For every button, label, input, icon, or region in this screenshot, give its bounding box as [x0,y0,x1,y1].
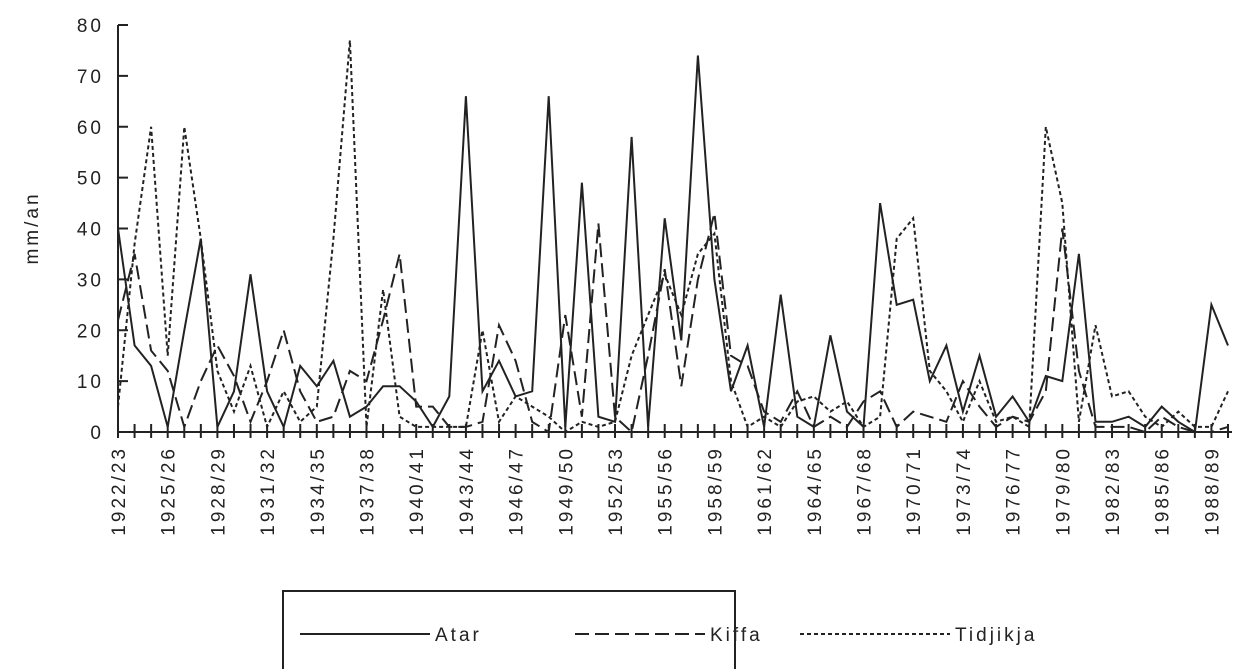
y-tick-label: 20 [77,321,104,342]
x-tick-label: 1925/26 [159,446,180,536]
legend: Atar Kiffa Tidjikja [282,590,1037,669]
x-tick-label: 1970/71 [904,446,925,536]
series-line [117,212,1229,434]
x-tick-label: 1958/59 [705,446,726,536]
y-axis-label: mm/an [22,191,43,264]
series-line [117,40,1229,434]
y-tick-label: 30 [77,270,104,291]
x-tick-label: 1961/62 [755,446,776,536]
legend-box [282,590,736,669]
x-tick-label: 1979/80 [1053,446,1074,536]
x-tick-label: 1988/89 [1202,446,1223,536]
x-tick-label: 1967/68 [855,446,876,536]
x-tick-label: 1934/35 [308,446,329,536]
x-tick-label: 1985/86 [1153,446,1174,536]
y-tick-label: 0 [90,423,104,444]
y-tick-label: 40 [77,220,104,241]
x-tick-label: 1964/65 [805,446,826,536]
x-tick-label: 1943/44 [457,446,478,536]
x-tick-label: 1946/47 [507,446,528,536]
x-tick-label: 1937/38 [358,446,379,536]
y-tick-label: 80 [77,16,104,37]
x-tick-label: 1928/29 [208,446,229,536]
x-tick-label: 1922/23 [109,446,130,536]
legend-label: Tidjikja [955,625,1037,646]
y-tick-label: 70 [77,67,104,88]
x-tick-label: 1973/74 [954,446,975,536]
x-tick-label: 1940/41 [407,446,428,536]
y-tick-label: 10 [77,372,104,393]
series-line [117,55,1229,434]
x-tick-label: 1976/77 [1004,446,1025,536]
y-tick-label: 60 [77,118,104,139]
x-tick-label: 1931/32 [258,446,279,536]
x-tick-label: 1949/50 [556,446,577,536]
x-tick-label: 1955/56 [656,446,677,536]
x-tick-label: 1982/83 [1103,446,1124,536]
legend-label: Atar [435,625,482,646]
y-tick-label: 50 [77,169,104,190]
legend-label: Kiffa [710,625,763,646]
x-tick-label: 1952/53 [606,446,627,536]
